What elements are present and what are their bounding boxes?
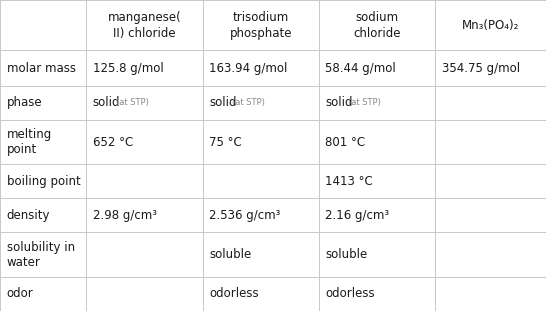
Text: odor: odor (7, 287, 33, 300)
Text: trisodium
phosphate: trisodium phosphate (229, 11, 292, 39)
Text: 801 °C: 801 °C (325, 136, 365, 149)
Text: soluble: soluble (325, 248, 367, 261)
Text: (at STP): (at STP) (348, 98, 381, 107)
Text: molar mass: molar mass (7, 62, 75, 75)
Text: density: density (7, 209, 50, 222)
Text: 2.16 g/cm³: 2.16 g/cm³ (325, 209, 389, 222)
Text: soluble: soluble (209, 248, 251, 261)
Text: odorless: odorless (209, 287, 259, 300)
Text: melting
point: melting point (7, 128, 52, 156)
Text: phase: phase (7, 96, 42, 109)
Text: boiling point: boiling point (7, 175, 80, 188)
Text: sodium
chloride: sodium chloride (353, 11, 401, 39)
Text: solubility in
water: solubility in water (7, 241, 75, 269)
Text: (at STP): (at STP) (116, 98, 149, 107)
Text: 354.75 g/mol: 354.75 g/mol (442, 62, 520, 75)
Text: 125.8 g/mol: 125.8 g/mol (93, 62, 164, 75)
Text: 2.536 g/cm³: 2.536 g/cm³ (209, 209, 281, 222)
Text: solid: solid (209, 96, 236, 109)
Text: manganese(
II) chloride: manganese( II) chloride (108, 11, 181, 39)
Text: odorless: odorless (325, 287, 375, 300)
Text: 75 °C: 75 °C (209, 136, 242, 149)
Text: 1413 °C: 1413 °C (325, 175, 373, 188)
Text: 652 °C: 652 °C (93, 136, 133, 149)
Text: solid: solid (93, 96, 120, 109)
Text: 2.98 g/cm³: 2.98 g/cm³ (93, 209, 157, 222)
Text: solid: solid (325, 96, 353, 109)
Text: (at STP): (at STP) (232, 98, 265, 107)
Text: 58.44 g/mol: 58.44 g/mol (325, 62, 396, 75)
Text: 163.94 g/mol: 163.94 g/mol (209, 62, 288, 75)
Text: Mn₃(PO₄)₂: Mn₃(PO₄)₂ (462, 19, 519, 32)
